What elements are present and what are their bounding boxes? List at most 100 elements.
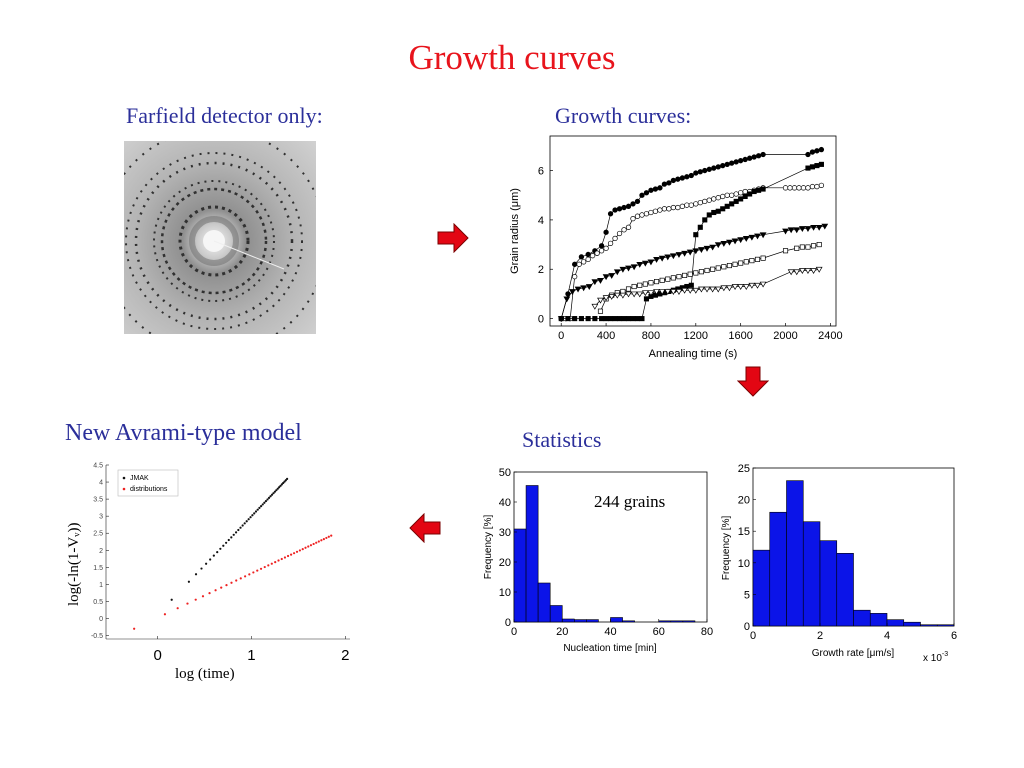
growth-series-1-point — [666, 180, 672, 186]
growth-series-6-point — [703, 286, 711, 293]
growth-series-6-point — [810, 268, 817, 274]
nucleation-y-label: Frequency [%] — [483, 515, 494, 580]
growth-series-1-point — [809, 149, 816, 155]
farfield-label: Farfield detector only: — [126, 103, 323, 128]
growth-series-3-point — [591, 279, 599, 286]
growthrate-y-tick-label: 5 — [744, 589, 750, 601]
growth-series-1-point — [697, 169, 703, 175]
nucleation-bar — [513, 528, 527, 623]
avrami-x-label: log (time) — [175, 666, 235, 682]
avrami-jmak-point — [264, 499, 268, 503]
growth-series-1-point — [746, 155, 753, 161]
growth-series-4-point — [558, 316, 564, 322]
avrami-y-tick-label: 2 — [99, 548, 103, 555]
avrami-jmak-point — [239, 526, 242, 529]
nucleation-x-tick-label: 0 — [511, 626, 517, 638]
growth-series-2-point — [805, 185, 811, 191]
growth-series-3-point — [787, 227, 795, 234]
growthrate-y-tick-label: 20 — [738, 495, 750, 507]
avrami-jmak-point — [247, 518, 250, 521]
legend-marker-jmak — [122, 476, 126, 480]
avrami-jmak-point — [261, 503, 264, 506]
growth-series-3-point — [793, 227, 801, 234]
growth-series-2-point — [661, 206, 668, 212]
growth-series-4-point — [751, 188, 757, 195]
growth-series-4-point — [688, 282, 694, 288]
avrami-jmak-point — [253, 512, 256, 515]
avrami-distributions-point — [280, 557, 283, 561]
avrami-y-label: log(-ln(1-Vᵥ)) — [66, 522, 82, 606]
growth-series-4-point — [616, 316, 623, 322]
growth-series-2-point — [688, 202, 694, 208]
nucleation-x-tick-label: 20 — [556, 626, 568, 638]
avrami-jmak-point — [278, 486, 281, 489]
growth-series-1-point — [818, 146, 825, 153]
growth-series-5-point — [704, 267, 710, 274]
growth-series-2-point — [625, 224, 632, 230]
avrami-jmak-point — [227, 538, 230, 542]
avrami-distributions-point — [325, 536, 328, 540]
growth-series-4-point — [729, 201, 735, 207]
avrami-jmak-point — [279, 484, 282, 487]
avrami-jmak-point — [283, 480, 286, 483]
growth-series-2-point — [666, 206, 672, 212]
growth-series-6-point — [591, 303, 599, 310]
avrami-distributions-point — [283, 556, 287, 559]
growth-series-6-point — [804, 268, 812, 274]
growth-series-3-point — [782, 228, 789, 235]
growth-series-4-point — [639, 316, 645, 322]
growth-series-1-point — [643, 190, 650, 196]
growth-series-1-point — [616, 206, 623, 212]
growth-series-3-point — [641, 260, 649, 267]
growth-series-6-point — [602, 295, 610, 302]
growth-series-2-point — [715, 195, 721, 201]
growth-series-3-point — [630, 264, 638, 271]
growth-series-3-point — [714, 242, 722, 249]
nucleation-x-tick-label: 60 — [653, 626, 665, 638]
growth-series-5-point — [670, 275, 676, 281]
growth-series-3-point — [798, 226, 806, 233]
slide-title: Growth curves — [408, 38, 616, 77]
avrami-distributions-point — [330, 534, 333, 537]
avrami-jmak-point — [266, 498, 269, 501]
growth-series-1-point — [598, 243, 605, 249]
growth-x-tick-label: 1600 — [728, 330, 752, 342]
avrami-jmak-point — [267, 496, 271, 499]
avrami-y-tick-label: 1 — [99, 582, 103, 589]
growth-series-3-point — [636, 261, 644, 268]
avrami-distributions-point — [235, 579, 238, 582]
avrami-distributions-point — [289, 553, 293, 556]
growth-series-4-point — [621, 316, 627, 322]
growth-series-2-point — [657, 207, 663, 213]
avrami-distributions-point — [220, 586, 223, 589]
growth-series-6-point — [669, 289, 677, 295]
growth-series-3-point — [703, 245, 711, 252]
growth-series-4-point — [565, 316, 571, 322]
avrami-y-tick-label: 4 — [99, 480, 103, 487]
growth-series-5-point — [715, 265, 721, 271]
growth-series-1-point — [702, 167, 708, 174]
growth-series-6-point — [619, 292, 627, 299]
growth-series-2-point — [791, 185, 798, 191]
avrami-jmak-point — [230, 536, 233, 539]
avrami-y-tick-label: -0.5 — [91, 633, 103, 640]
growth-series-1-point — [755, 153, 762, 159]
growth-plot-frame — [549, 135, 837, 327]
growth-series-1-point — [720, 162, 726, 169]
avrami-jmak-point — [222, 544, 225, 547]
legend-marker-distributions — [122, 487, 126, 491]
growth-series-1-point — [630, 201, 636, 207]
avrami-distributions-point — [133, 627, 136, 630]
growth-series-3-point — [815, 224, 823, 231]
nucleation-y-tick-label: 10 — [499, 587, 511, 599]
growth-series-4-point — [724, 203, 730, 209]
growth-series-3-point — [580, 285, 588, 292]
growth-series-6-point — [737, 284, 745, 291]
growth-x-label: Annealing time (s) — [649, 348, 738, 360]
growthrate-bar — [819, 540, 838, 627]
growth-series-4-point — [599, 316, 605, 322]
growth-series-1-point — [724, 161, 730, 168]
growth-series-3-point — [619, 266, 627, 273]
growth-series-6-point — [759, 281, 767, 288]
growth-series-6-point — [608, 294, 616, 300]
